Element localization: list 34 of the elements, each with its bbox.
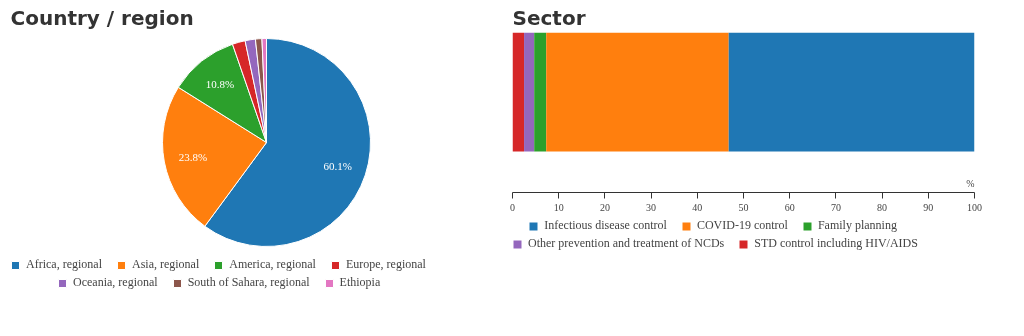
x-tick-label: 60	[784, 201, 795, 213]
legend-label: Asia, regional	[131, 257, 200, 272]
x-tick-label: 30	[646, 201, 657, 213]
bar	[512, 32, 525, 152]
legend-label: Infectious disease control	[544, 218, 667, 233]
legend-label: Africa, regional	[26, 257, 102, 272]
legend-label: Oceania, regional	[73, 275, 158, 290]
legend-label: COVID-19 control	[696, 218, 788, 233]
data-label: 10.8%	[205, 77, 235, 90]
x-tick-label: 100	[967, 201, 982, 213]
x-tick-label: 10	[553, 201, 564, 213]
bar	[728, 32, 975, 152]
data-label: 60.1%	[323, 159, 352, 172]
chart-title: Country / region	[10, 5, 194, 30]
x-axis-title: %	[966, 177, 975, 189]
legend-label: America, regional	[229, 257, 316, 272]
bar	[524, 32, 535, 152]
x-tick-label: 50	[738, 201, 749, 213]
bar	[534, 32, 547, 152]
data-label: 23.8%	[178, 150, 208, 163]
x-tick-label: 80	[877, 201, 888, 213]
legend-label: STD control including HIV/AIDS	[754, 236, 918, 251]
bar	[546, 32, 729, 152]
legend-label: Europe, regional	[345, 257, 426, 272]
chart-title: Sector	[512, 5, 586, 30]
legend-label: Other prevention and treatment of NCDs	[528, 236, 725, 251]
x-tick-label: 90	[923, 201, 934, 213]
x-tick-label: 40	[692, 201, 703, 213]
legend-label: South of Sahara, regional	[187, 275, 310, 290]
x-tick-label: 20	[599, 201, 610, 213]
x-tick-label: 70	[830, 201, 841, 213]
x-tick-label: 0	[510, 201, 515, 213]
legend-label: Family planning	[817, 218, 897, 233]
legend-label: Ethiopia	[339, 275, 381, 290]
